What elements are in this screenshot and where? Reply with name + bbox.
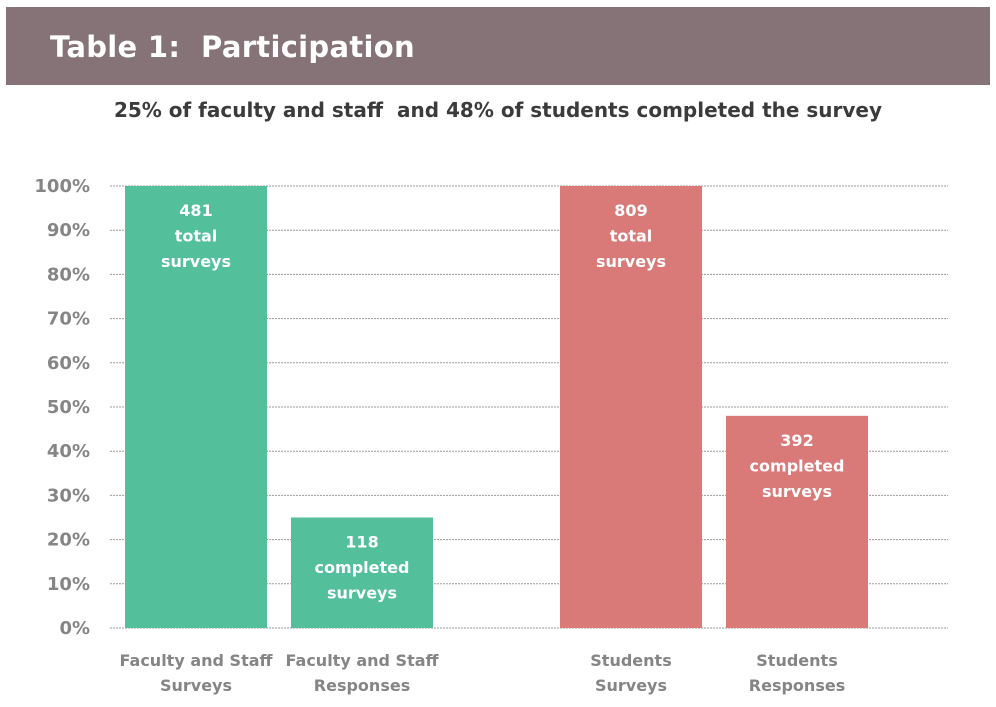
bar-data-label: surveys xyxy=(762,482,832,501)
bar-data-label: completed xyxy=(315,558,410,577)
x-category-label: Surveys xyxy=(595,676,667,695)
page-title: Table 1: Participation xyxy=(50,30,415,64)
bar xyxy=(291,517,433,628)
chart-subtitle: 25% of faculty and staff and 48% of stud… xyxy=(113,98,883,122)
bar-data-label: completed xyxy=(750,456,845,475)
bar-data-label: 118 xyxy=(345,533,378,552)
y-tick-label: 90% xyxy=(47,220,90,241)
x-category-label: Faculty and Staff xyxy=(120,651,274,670)
x-category-label: Responses xyxy=(314,676,410,695)
bar-data-label: total xyxy=(610,227,653,246)
x-category-label: Faculty and Staff xyxy=(286,651,440,670)
y-tick-label: 10% xyxy=(47,574,90,595)
y-tick-label: 0% xyxy=(59,618,90,639)
bar-data-label: 809 xyxy=(614,201,647,220)
bar xyxy=(125,186,267,628)
bar-data-label: surveys xyxy=(161,252,231,271)
header-band: Table 1: Participation xyxy=(6,7,990,85)
bar-data-label: surveys xyxy=(596,252,666,271)
y-tick-label: 60% xyxy=(47,353,90,374)
y-tick-label: 40% xyxy=(47,441,90,462)
x-category-label: Students xyxy=(590,651,671,670)
y-tick-label: 80% xyxy=(47,264,90,285)
bar-data-label: 392 xyxy=(780,431,813,450)
y-tick-label: 50% xyxy=(47,397,90,418)
bar-data-label: total xyxy=(175,227,218,246)
bar-data-label: surveys xyxy=(327,584,397,603)
x-category-label: Surveys xyxy=(160,676,232,695)
bar xyxy=(560,186,702,628)
y-tick-label: 70% xyxy=(47,309,90,330)
bar-data-label: 481 xyxy=(179,201,212,220)
x-category-label: Responses xyxy=(749,676,845,695)
bar xyxy=(726,415,868,628)
x-category-label: Students xyxy=(756,651,837,670)
y-tick-label: 20% xyxy=(47,530,90,551)
y-tick-label: 100% xyxy=(34,176,90,197)
y-tick-label: 30% xyxy=(47,485,90,506)
